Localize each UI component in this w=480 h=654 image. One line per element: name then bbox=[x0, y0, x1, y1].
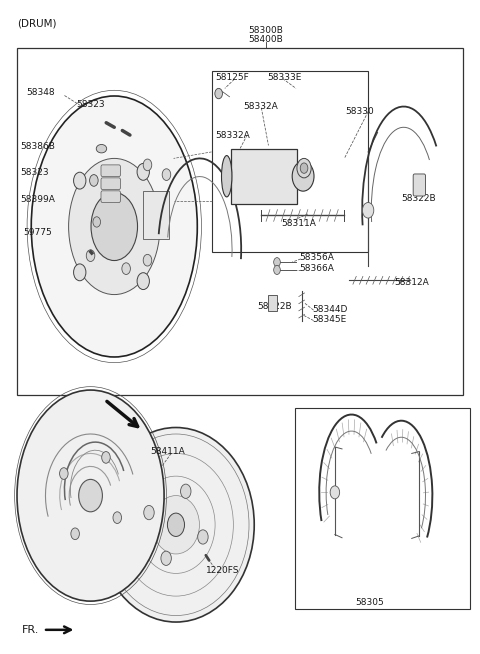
FancyBboxPatch shape bbox=[268, 295, 277, 311]
Ellipse shape bbox=[69, 158, 160, 294]
Circle shape bbox=[215, 88, 222, 99]
Circle shape bbox=[113, 512, 121, 523]
Text: 1220FS: 1220FS bbox=[206, 566, 240, 575]
Circle shape bbox=[198, 530, 208, 544]
Text: 58348: 58348 bbox=[26, 88, 55, 97]
Text: 58305: 58305 bbox=[355, 598, 384, 607]
Text: 58323: 58323 bbox=[76, 100, 105, 109]
Ellipse shape bbox=[17, 390, 164, 601]
FancyBboxPatch shape bbox=[101, 178, 120, 190]
Circle shape bbox=[161, 551, 171, 566]
Text: 58399A: 58399A bbox=[20, 195, 55, 204]
Text: 58322B: 58322B bbox=[401, 194, 436, 203]
Text: 58366A: 58366A bbox=[300, 264, 335, 273]
Circle shape bbox=[102, 451, 110, 463]
Text: 58322B: 58322B bbox=[257, 301, 292, 311]
Circle shape bbox=[362, 203, 374, 218]
Text: 58386B: 58386B bbox=[20, 141, 55, 150]
Ellipse shape bbox=[153, 496, 199, 554]
Text: 58323: 58323 bbox=[20, 168, 48, 177]
Circle shape bbox=[168, 513, 184, 536]
Circle shape bbox=[122, 263, 131, 275]
Text: 59775: 59775 bbox=[23, 228, 52, 237]
Circle shape bbox=[137, 164, 149, 181]
Text: 58332A: 58332A bbox=[243, 102, 278, 111]
Circle shape bbox=[143, 159, 152, 171]
Circle shape bbox=[137, 273, 149, 290]
Text: 58345E: 58345E bbox=[312, 315, 347, 324]
Text: 58344D: 58344D bbox=[312, 305, 348, 314]
FancyBboxPatch shape bbox=[230, 148, 297, 204]
FancyBboxPatch shape bbox=[101, 165, 120, 177]
Text: 58356A: 58356A bbox=[300, 253, 335, 262]
Ellipse shape bbox=[96, 145, 107, 153]
Text: 58411A: 58411A bbox=[150, 447, 185, 456]
Circle shape bbox=[292, 162, 314, 191]
Circle shape bbox=[90, 175, 98, 186]
Circle shape bbox=[300, 163, 308, 173]
Text: 58333E: 58333E bbox=[267, 73, 301, 82]
Circle shape bbox=[60, 468, 68, 479]
Circle shape bbox=[274, 266, 280, 275]
Circle shape bbox=[79, 479, 102, 512]
Text: 58332A: 58332A bbox=[216, 131, 250, 139]
Circle shape bbox=[71, 528, 79, 540]
Text: 58300B: 58300B bbox=[249, 26, 284, 35]
Text: FR.: FR. bbox=[22, 625, 39, 635]
Ellipse shape bbox=[221, 156, 232, 197]
Text: 58311A: 58311A bbox=[282, 218, 317, 228]
Text: 58400B: 58400B bbox=[249, 35, 284, 44]
Circle shape bbox=[73, 264, 86, 281]
Ellipse shape bbox=[31, 96, 197, 357]
FancyBboxPatch shape bbox=[413, 174, 425, 196]
Circle shape bbox=[144, 506, 154, 520]
FancyBboxPatch shape bbox=[143, 191, 169, 239]
Ellipse shape bbox=[97, 428, 254, 622]
Circle shape bbox=[93, 216, 100, 227]
Circle shape bbox=[86, 250, 95, 262]
Text: (DRUM): (DRUM) bbox=[17, 18, 57, 29]
FancyBboxPatch shape bbox=[101, 191, 120, 203]
Ellipse shape bbox=[91, 192, 137, 260]
Text: 58312A: 58312A bbox=[394, 278, 429, 286]
Circle shape bbox=[162, 169, 171, 181]
Circle shape bbox=[297, 158, 311, 178]
Circle shape bbox=[73, 172, 86, 189]
Circle shape bbox=[330, 486, 340, 499]
Text: 58330: 58330 bbox=[345, 107, 374, 116]
Circle shape bbox=[143, 254, 152, 266]
Circle shape bbox=[274, 258, 280, 267]
Text: 58125F: 58125F bbox=[215, 73, 249, 82]
Circle shape bbox=[180, 484, 191, 498]
